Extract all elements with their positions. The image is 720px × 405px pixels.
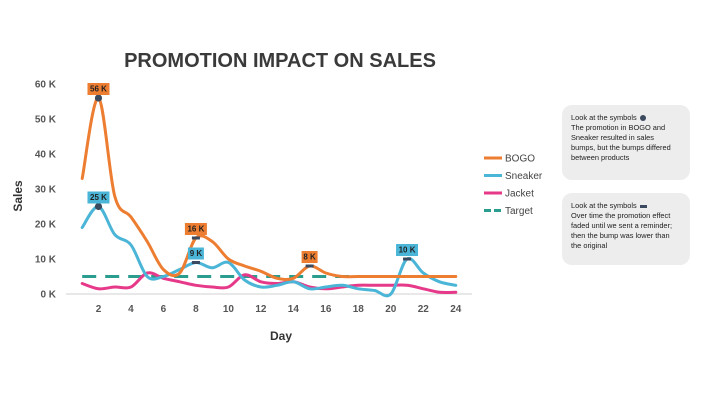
x-axis-label: Day xyxy=(270,329,292,343)
legend-label: Target xyxy=(505,206,533,217)
data-label-box xyxy=(187,247,204,260)
x-tick-label: 16 xyxy=(320,304,332,315)
circle-marker-icon xyxy=(639,115,646,122)
dash-marker xyxy=(191,261,200,264)
dash-marker xyxy=(191,236,200,240)
data-label: 16 K xyxy=(187,225,204,234)
circle-marker xyxy=(94,202,103,211)
y-tick-label: 30 K xyxy=(35,185,57,196)
x-tick-label: 6 xyxy=(161,304,167,315)
note-text: Over time the promotion effect faded unt… xyxy=(571,211,673,250)
data-label: 8 K xyxy=(303,253,316,262)
y-axis-label: Sales xyxy=(11,180,25,212)
dash-marker xyxy=(305,264,314,268)
x-tick-label: 24 xyxy=(450,304,462,315)
legend: BOGO Sneaker Jacket Target xyxy=(484,154,543,217)
y-tick-label: 40 K xyxy=(35,150,57,161)
y-tick-label: 10 K xyxy=(35,255,57,266)
x-tick-label: 4 xyxy=(128,304,134,315)
note-intro: Look at the symbols xyxy=(571,201,637,210)
chart-title: PROMOTION IMPACT ON SALES xyxy=(124,50,436,72)
data-label-box xyxy=(87,191,110,204)
x-tick-label: 8 xyxy=(193,304,199,315)
series-line-bogo xyxy=(80,96,458,281)
data-label-box xyxy=(396,244,419,256)
data-label: 56 K xyxy=(90,85,107,94)
annotation-layer: 56 K 25 K 16 K 9 K 8 K 10 K xyxy=(87,83,419,268)
series-layer xyxy=(80,96,458,298)
note-circle-markers: Look at the symbols The promotion in BOG… xyxy=(562,105,690,180)
x-tick-label: 10 xyxy=(223,304,235,315)
y-tick-label: 50 K xyxy=(35,115,57,126)
data-label: 10 K xyxy=(399,246,416,255)
data-label-box xyxy=(301,251,318,263)
y-tick-label: 60 K xyxy=(35,80,57,91)
x-tick-label: 20 xyxy=(385,304,397,315)
note-text: The promotion in BOGO and Sneaker result… xyxy=(571,123,671,162)
x-tick-label: 14 xyxy=(288,304,300,315)
x-tick-label: 22 xyxy=(418,304,430,315)
legend-label: Jacket xyxy=(505,189,534,200)
dash-marker xyxy=(403,257,412,261)
circle-marker xyxy=(94,94,103,102)
note-dash-markers: Look at the symbols Over time the promot… xyxy=(562,193,690,265)
legend-label: Sneaker xyxy=(505,171,543,182)
data-label: 25 K xyxy=(90,193,107,202)
dash-marker-icon xyxy=(639,204,647,208)
data-label: 9 K xyxy=(190,249,203,258)
x-tick-label: 2 xyxy=(96,304,102,315)
legend-label: BOGO xyxy=(505,154,535,165)
data-label-box xyxy=(87,83,110,95)
series-line-sneaker xyxy=(80,205,458,298)
y-tick-label: 0 K xyxy=(40,290,56,301)
x-tick-label: 12 xyxy=(255,304,267,315)
note-intro: Look at the symbols xyxy=(571,113,637,122)
axes: 0 K10 K20 K30 K40 K50 K60 K2 4 6 8 10 12 14 16 1… xyxy=(35,80,472,315)
y-tick-label: 20 K xyxy=(35,220,57,231)
x-tick-label: 18 xyxy=(353,304,365,315)
data-label-box xyxy=(184,223,207,235)
